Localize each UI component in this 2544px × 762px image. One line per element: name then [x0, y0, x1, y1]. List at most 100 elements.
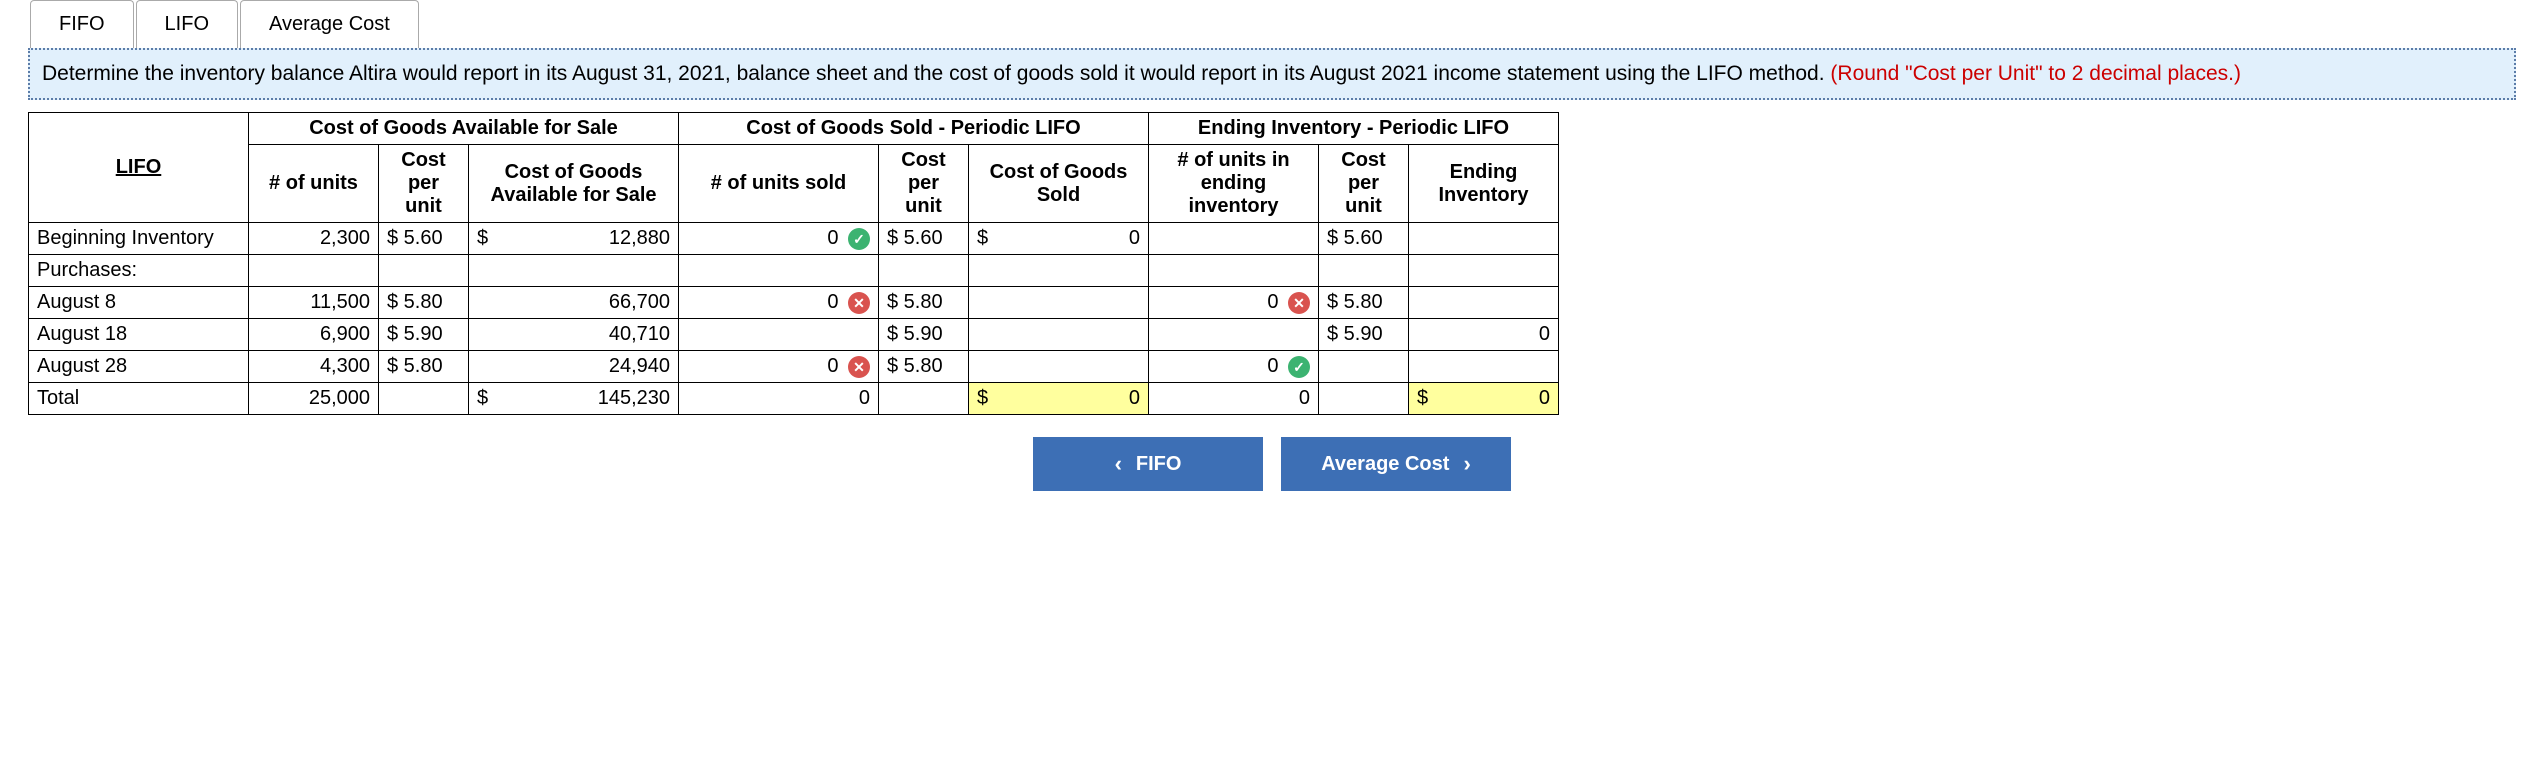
- cell-units[interactable]: 2,300: [249, 223, 379, 255]
- cell-sold-cost: 0: [999, 383, 1149, 415]
- cell-sold-units[interactable]: [679, 319, 879, 351]
- check-icon: ✓: [848, 228, 870, 250]
- cell-end-cpu[interactable]: $ 5.90: [1319, 319, 1409, 351]
- cell-label: Purchases:: [29, 255, 249, 287]
- dollar-sign: $: [469, 383, 499, 415]
- cell-avail[interactable]: 24,940: [499, 351, 679, 383]
- cell-end-cpu[interactable]: $ 5.60: [1319, 223, 1409, 255]
- cell-cpu[interactable]: $ 5.80: [379, 287, 469, 319]
- cell-sold-units[interactable]: 0 ✓: [679, 223, 879, 255]
- cell[interactable]: [499, 255, 679, 287]
- cell[interactable]: [249, 255, 379, 287]
- cell-avail[interactable]: 12,880: [499, 223, 679, 255]
- instruction-text: Determine the inventory balance Altira w…: [28, 48, 2516, 100]
- cell: [969, 351, 999, 383]
- cell[interactable]: [679, 255, 879, 287]
- cell-end-inv: 0: [1439, 383, 1559, 415]
- cell-sold-cost[interactable]: 0: [999, 223, 1149, 255]
- row-total: Total 25,000 $ 145,230 0 $ 0 0 $ 0: [29, 383, 1559, 415]
- cell[interactable]: [379, 255, 469, 287]
- cell-sold-cpu[interactable]: $ 5.90: [879, 319, 969, 351]
- hdr-sold-units: # of units sold: [679, 145, 879, 223]
- cross-icon: ✕: [848, 356, 870, 378]
- cell-cpu[interactable]: $ 5.90: [379, 319, 469, 351]
- row-beginning-inventory: Beginning Inventory 2,300 $ 5.60 $ 12,88…: [29, 223, 1559, 255]
- cell-sold-cost[interactable]: [999, 319, 1149, 351]
- cell-units[interactable]: 4,300: [249, 351, 379, 383]
- cell-end-units[interactable]: [1149, 223, 1319, 255]
- cell-sold-units[interactable]: 0 ✕: [679, 351, 879, 383]
- cell-end-inv[interactable]: [1439, 287, 1559, 319]
- cell[interactable]: [1439, 255, 1559, 287]
- cell: [969, 319, 999, 351]
- cell-sold-cost[interactable]: [999, 287, 1149, 319]
- cell[interactable]: [879, 255, 969, 287]
- cell-label: Beginning Inventory: [29, 223, 249, 255]
- row-august-18: August 18 6,900 $ 5.90 40,710 $ 5.90 $ 5…: [29, 319, 1559, 351]
- cell[interactable]: [1149, 255, 1319, 287]
- prev-label: FIFO: [1136, 453, 1182, 476]
- cell-label: Total: [29, 383, 249, 415]
- check-icon: ✓: [1288, 356, 1310, 378]
- cell-avail[interactable]: 66,700: [499, 287, 679, 319]
- cell-units: 25,000: [249, 383, 379, 415]
- cell-end-units: 0: [1149, 383, 1319, 415]
- cell-units[interactable]: 6,900: [249, 319, 379, 351]
- cell-end-units[interactable]: 0 ✕: [1149, 287, 1319, 319]
- row-august-8: August 8 11,500 $ 5.80 66,700 0 ✕ $ 5.80…: [29, 287, 1559, 319]
- cell-end-inv[interactable]: [1439, 351, 1559, 383]
- cell-end-units[interactable]: [1149, 319, 1319, 351]
- cell-end-cpu[interactable]: $ 5.80: [1319, 287, 1409, 319]
- end-units-val: 0: [1267, 355, 1278, 377]
- hdr-end-inv: Ending Inventory: [1409, 145, 1559, 223]
- cell[interactable]: [1319, 255, 1409, 287]
- hdr-cogs-section: Cost of Goods Sold - Periodic LIFO: [679, 113, 1149, 145]
- cell[interactable]: [999, 255, 1149, 287]
- cell-avail[interactable]: 40,710: [499, 319, 679, 351]
- tab-lifo[interactable]: LIFO: [136, 0, 238, 48]
- cell: [1409, 255, 1439, 287]
- hdr-avail: Cost of Goods Available for Sale: [469, 145, 679, 223]
- cell-label: August 28: [29, 351, 249, 383]
- cell: [1409, 319, 1439, 351]
- prev-button[interactable]: ‹ FIFO: [1033, 437, 1263, 491]
- dollar-sign: $: [469, 223, 499, 255]
- hdr-units: # of units: [249, 145, 379, 223]
- hdr-lifo: LIFO: [29, 113, 249, 223]
- nav-buttons: ‹ FIFO Average Cost ›: [0, 437, 2544, 491]
- next-button[interactable]: Average Cost ›: [1281, 437, 1511, 491]
- instruction-red: (Round "Cost per Unit" to 2 decimal plac…: [1830, 62, 2241, 85]
- sold-units-val: 0: [827, 227, 838, 249]
- tab-avg-cost[interactable]: Average Cost: [240, 0, 419, 48]
- cell: [969, 287, 999, 319]
- dollar-sign: $: [1409, 383, 1439, 415]
- tab-fifo[interactable]: FIFO: [30, 0, 134, 48]
- cell-cpu[interactable]: $ 5.80: [379, 351, 469, 383]
- cell-end-cpu[interactable]: [1319, 351, 1409, 383]
- hdr-ending-section: Ending Inventory - Periodic LIFO: [1149, 113, 1559, 145]
- hdr-sold-cpu: Costperunit: [879, 145, 969, 223]
- cell-sold-cpu[interactable]: $ 5.80: [879, 287, 969, 319]
- cell-sold-cpu[interactable]: $ 5.60: [879, 223, 969, 255]
- cross-icon: ✕: [1288, 292, 1310, 314]
- cell: [1319, 383, 1409, 415]
- end-units-val: 0: [1267, 291, 1278, 313]
- hdr-cpu: Costperunit: [379, 145, 469, 223]
- cell-sold-cpu[interactable]: $ 5.80: [879, 351, 969, 383]
- cell-end-inv[interactable]: 0: [1439, 319, 1559, 351]
- cell: [969, 255, 999, 287]
- cell-end-units[interactable]: 0 ✓: [1149, 351, 1319, 383]
- cell: [1409, 351, 1439, 383]
- cell-sold-units[interactable]: 0 ✕: [679, 287, 879, 319]
- cell-units[interactable]: 11,500: [249, 287, 379, 319]
- next-label: Average Cost: [1321, 453, 1449, 476]
- cell-end-d: [1409, 223, 1439, 255]
- cell: [379, 383, 469, 415]
- cell-end-inv[interactable]: [1439, 223, 1559, 255]
- cell-cpu[interactable]: $ 5.60: [379, 223, 469, 255]
- cell-sold-cost[interactable]: [999, 351, 1149, 383]
- hdr-end-cpu: Costperunit: [1319, 145, 1409, 223]
- dollar-sign: $: [969, 383, 999, 415]
- cross-icon: ✕: [848, 292, 870, 314]
- cell: [469, 255, 499, 287]
